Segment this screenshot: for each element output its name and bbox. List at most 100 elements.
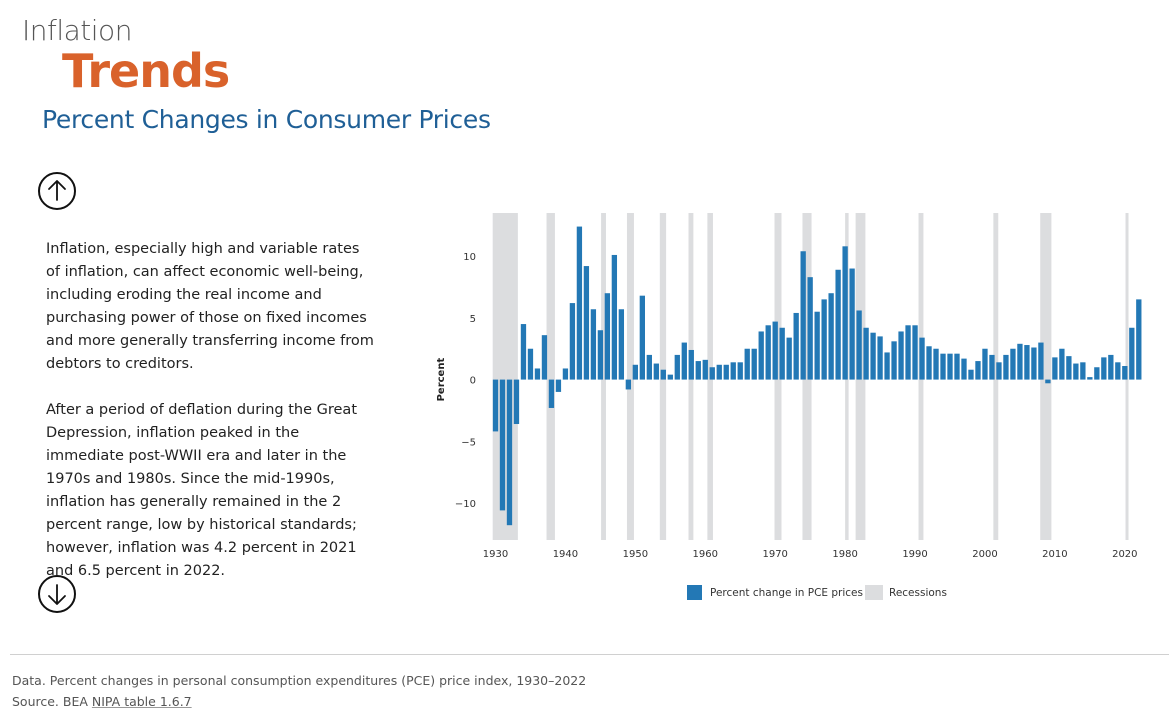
recession-band: [626, 213, 634, 540]
data-bar: [527, 348, 534, 380]
data-bar: [793, 312, 799, 380]
recession-band: [774, 213, 782, 540]
data-bar: [1115, 362, 1121, 380]
data-bar: [870, 332, 876, 380]
data-bar: [583, 266, 590, 380]
data-bar: [646, 354, 652, 380]
data-bar: [604, 293, 611, 380]
source-prefix: Source. BEA: [12, 694, 92, 709]
data-bar: [961, 358, 967, 380]
data-bar: [1066, 356, 1072, 380]
data-bar: [933, 348, 939, 380]
data-bar: [709, 367, 715, 380]
data-bar: [744, 348, 750, 380]
source-line: Source. BEA NIPA table 1.6.7: [12, 691, 586, 712]
kicker-title: Inflation: [22, 14, 132, 47]
data-bar: [1136, 299, 1142, 380]
footer: Data. Percent changes in personal consum…: [12, 670, 586, 712]
y-axis-label: Percent: [436, 358, 447, 402]
data-bar: [639, 295, 645, 380]
data-bar: [982, 348, 988, 380]
data-bar: [1129, 327, 1135, 380]
legend-label-recessions: Recessions: [889, 587, 947, 599]
data-bar: [779, 327, 785, 380]
x-tick-label: 1960: [693, 549, 718, 560]
paragraph-2: After a period of deflation during the G…: [46, 402, 357, 579]
x-tick-label: 2010: [1042, 549, 1067, 560]
data-bar: [499, 379, 506, 511]
data-bar: [723, 364, 729, 380]
y-tick-label: 5: [470, 314, 476, 325]
data-bar: [506, 379, 513, 526]
data-bar: [884, 352, 890, 380]
recession-band: [546, 213, 555, 540]
data-bar: [695, 361, 701, 380]
data-bar: [737, 362, 743, 380]
data-bar: [520, 324, 527, 380]
data-bar: [786, 337, 792, 380]
data-bar: [730, 362, 736, 380]
data-bar: [618, 309, 625, 380]
data-bar: [611, 254, 618, 380]
data-bar: [919, 337, 925, 380]
data-bar: [912, 325, 918, 380]
data-bar: [905, 325, 911, 380]
data-bar: [877, 336, 883, 380]
data-bar: [492, 379, 499, 432]
data-bar: [814, 311, 820, 380]
data-bar: [667, 374, 673, 380]
data-bar: [716, 364, 722, 380]
data-bar: [1073, 363, 1079, 380]
data-bar: [842, 246, 848, 380]
scroll-up-button[interactable]: [38, 172, 76, 210]
data-bar: [849, 268, 855, 380]
data-bar: [555, 379, 562, 392]
chart-subtitle: Percent Changes in Consumer Prices: [42, 105, 491, 134]
x-tick-label: 2000: [972, 549, 997, 560]
data-bar: [1017, 343, 1023, 380]
data-bar: [597, 330, 604, 380]
data-bar: [1101, 357, 1107, 380]
data-bar: [1024, 345, 1030, 380]
legend-swatch-recessions: [865, 585, 883, 600]
data-bar: [534, 368, 541, 380]
y-tick-label: −10: [455, 499, 476, 510]
data-bar: [625, 379, 632, 390]
data-bar: [702, 359, 708, 380]
data-bar: [688, 349, 694, 380]
recession-band: [601, 213, 606, 540]
data-bar: [989, 354, 995, 380]
paragraph-1: Inflation, especially high and variable …: [46, 241, 374, 372]
data-bar: [954, 353, 960, 380]
data-bar: [632, 364, 639, 380]
data-bar: [653, 363, 659, 380]
data-bar: [863, 327, 869, 380]
arrow-up-icon: [48, 180, 66, 201]
data-bar: [926, 346, 932, 380]
y-tick-label: 10: [463, 252, 476, 263]
x-tick-label: 2020: [1112, 549, 1137, 560]
data-bar: [576, 226, 583, 380]
x-tick-label: 1990: [902, 549, 927, 560]
data-bar: [1003, 354, 1009, 380]
data-bar: [968, 369, 974, 380]
data-bar: [513, 379, 520, 425]
x-tick-label: 1930: [483, 549, 508, 560]
arrow-down-icon: [48, 584, 66, 605]
data-bar: [940, 353, 946, 380]
data-bar: [1045, 379, 1051, 384]
legend-label-pce: Percent change in PCE prices: [710, 587, 863, 599]
y-tick-label: 0: [470, 376, 476, 387]
data-bar: [1052, 357, 1058, 380]
recession-band: [993, 213, 999, 540]
data-bar: [1038, 342, 1044, 380]
scroll-down-button[interactable]: [38, 575, 76, 613]
legend-swatch-pce: [687, 585, 702, 600]
data-bar: [548, 379, 555, 408]
description-text: Inflation, especially high and variable …: [46, 238, 376, 606]
data-bar: [751, 348, 757, 380]
data-bar: [562, 368, 569, 380]
source-link[interactable]: NIPA table 1.6.7: [91, 694, 192, 709]
data-bar: [1108, 354, 1114, 380]
data-bar: [800, 251, 806, 380]
